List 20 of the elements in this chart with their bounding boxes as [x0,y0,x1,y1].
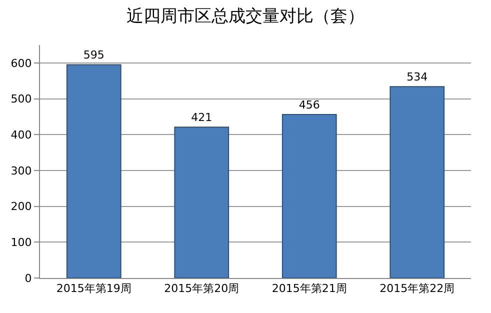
x-tick-label: 2015年第20周 [164,282,240,296]
bar [282,114,337,278]
bar [390,86,445,278]
bar [174,126,230,278]
data-label: 456 [298,98,320,112]
x-tick-label: 2015年第22周 [380,282,455,296]
y-tick-label: 500 [10,92,32,106]
y-tick-label: 600 [10,56,32,70]
y-tick-label: 0 [24,272,32,285]
y-tick-label: 400 [10,128,32,142]
data-label: 534 [406,70,428,84]
y-tick-label: 200 [10,200,32,214]
chart-title: 近四周市区总成交量对比（套） [126,6,364,26]
x-tick-label: 2015年第19周 [56,282,132,296]
bar [66,64,122,278]
data-label: 595 [83,48,104,62]
y-tick-label: 300 [10,164,32,178]
data-label: 421 [191,111,212,124]
x-tick-label: 2015年第21周 [272,282,347,296]
y-tick-label: 100 [10,236,32,249]
